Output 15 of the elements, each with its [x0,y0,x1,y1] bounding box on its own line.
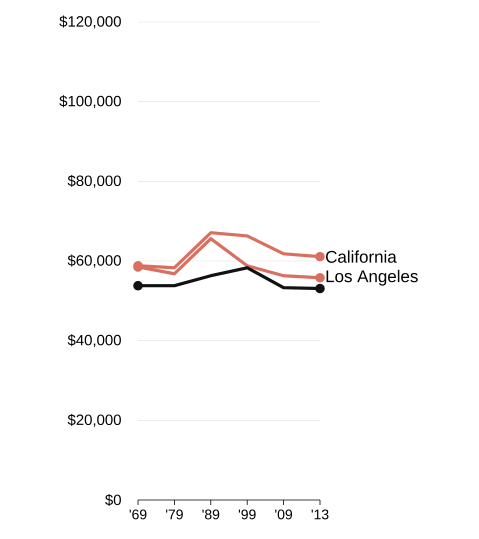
y-tick-label: $60,000 [68,254,121,268]
series-label: Los Angeles [326,270,418,286]
y-tick-label: $20,000 [68,414,121,427]
y-tick-label: $80,000 [68,174,121,188]
y-tick-label: $0 [105,494,121,506]
x-tick-label: '69 [130,509,146,520]
x-tick-label: '09 [275,509,292,520]
x-tick-label: '99 [238,509,256,520]
y-tick-label: $40,000 [68,334,121,348]
x-tick-label: '79 [166,509,183,520]
y-tick-label: $100,000 [59,95,121,108]
series-label: California [326,250,397,263]
x-tick-label: '89 [202,509,220,520]
x-tick-label: '13 [312,509,328,520]
y-tick-label: $120,000 [59,16,121,28]
